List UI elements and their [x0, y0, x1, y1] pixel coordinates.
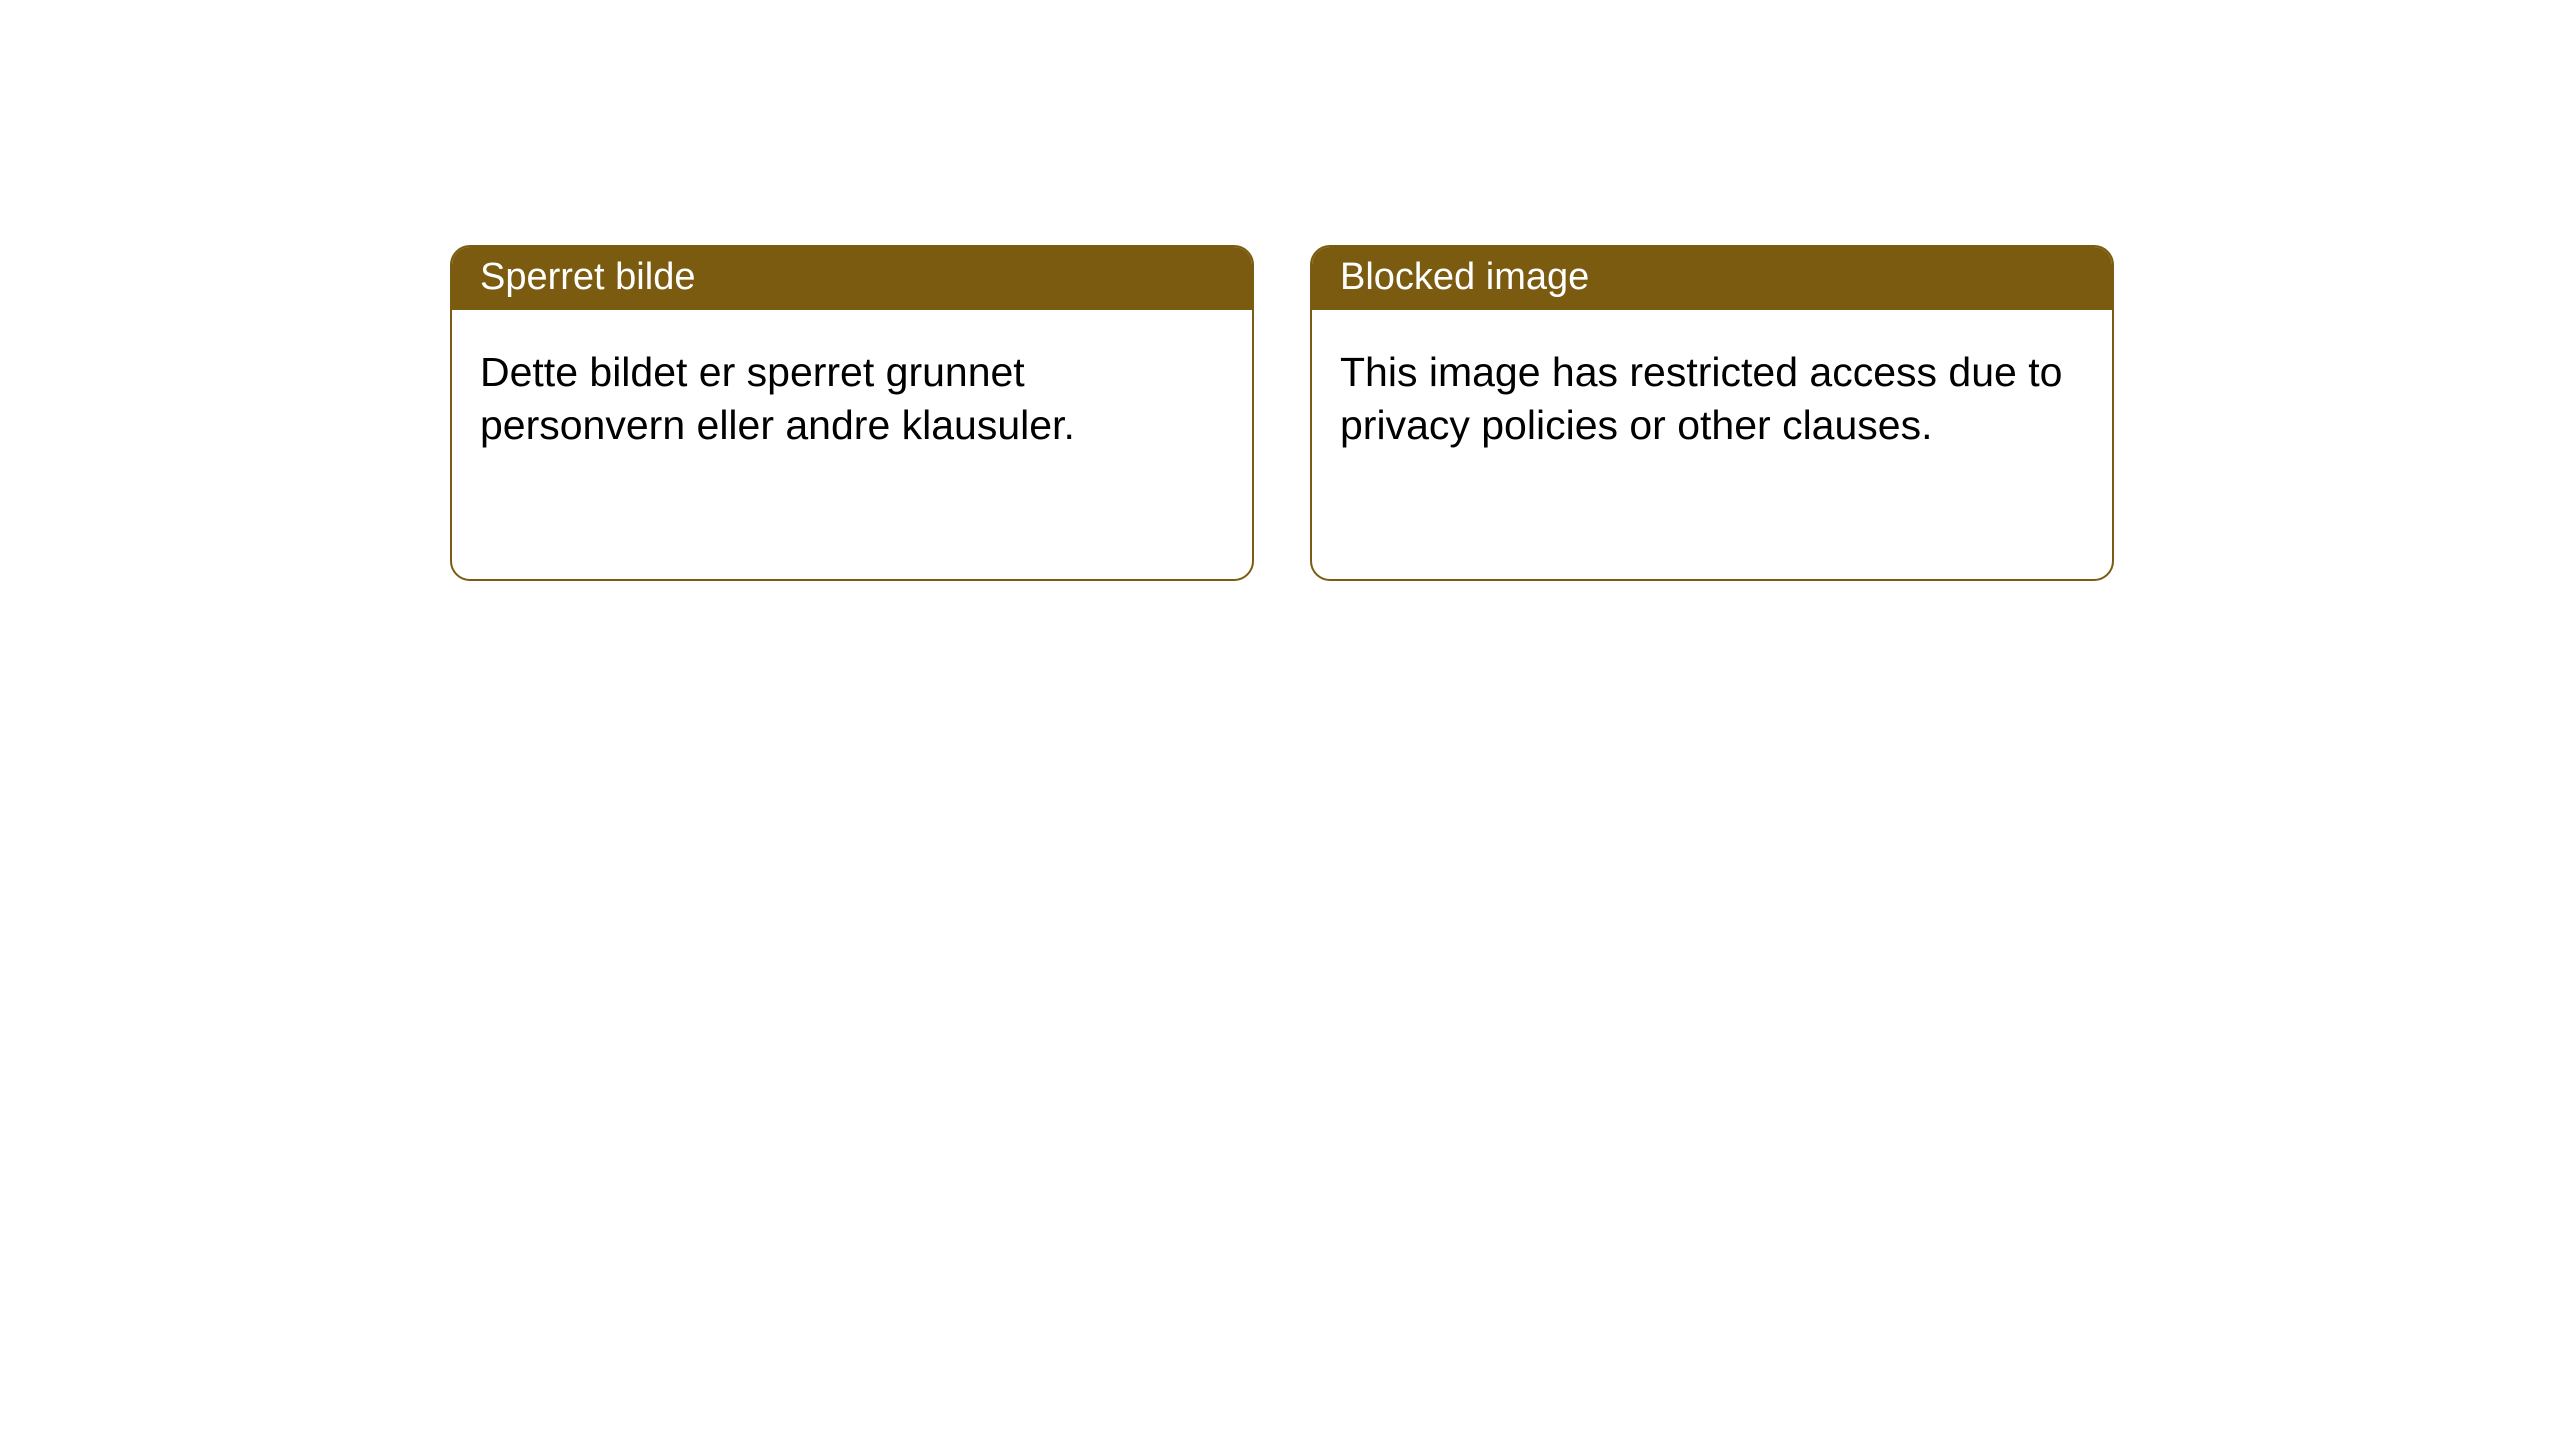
notice-body: Dette bildet er sperret grunnet personve…: [452, 310, 1252, 487]
notice-header: Blocked image: [1312, 247, 2112, 310]
notice-box-norwegian: Sperret bilde Dette bildet er sperret gr…: [450, 245, 1254, 581]
notice-box-english: Blocked image This image has restricted …: [1310, 245, 2114, 581]
notice-body: This image has restricted access due to …: [1312, 310, 2112, 487]
notice-container: Sperret bilde Dette bildet er sperret gr…: [450, 245, 2114, 581]
notice-header: Sperret bilde: [452, 247, 1252, 310]
